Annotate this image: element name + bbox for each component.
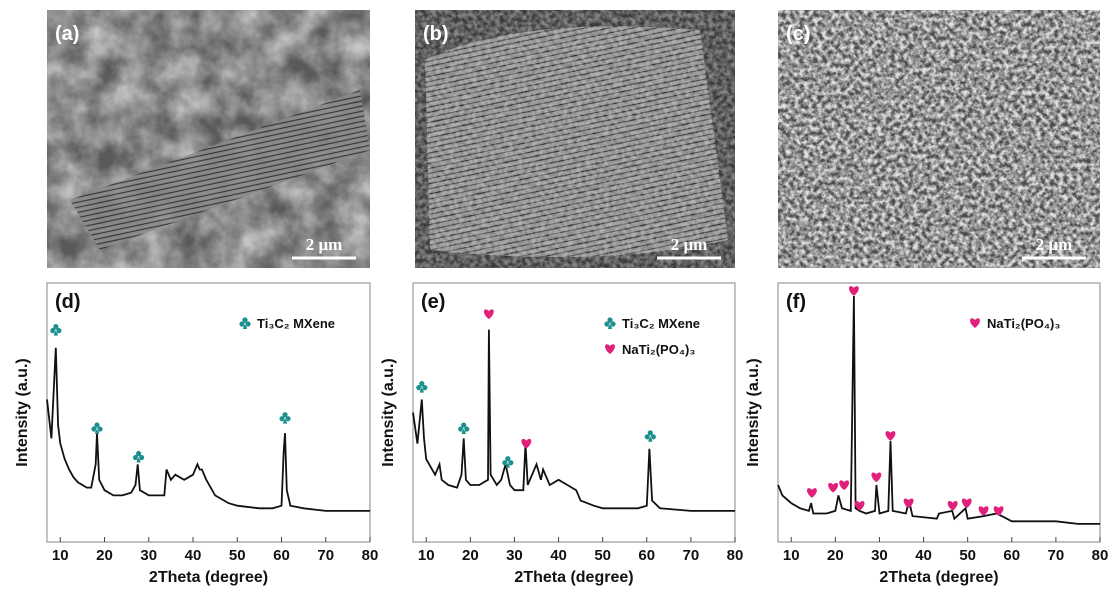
peak-marker xyxy=(839,480,849,490)
x-tick-label: 70 xyxy=(1048,547,1065,564)
legend-symbol xyxy=(604,317,615,329)
legend-symbol xyxy=(970,318,980,328)
peak-marker xyxy=(979,506,989,516)
x-tick-label: 30 xyxy=(140,547,157,564)
x-tick-label: 10 xyxy=(418,547,435,564)
peak-marker xyxy=(502,456,513,468)
x-tick-label: 40 xyxy=(550,547,567,564)
x-tick-label: 40 xyxy=(185,547,202,564)
y-axis-label: Intensity (a.u.) xyxy=(380,358,397,466)
panel-label: (f) xyxy=(786,291,806,313)
panel-label: (d) xyxy=(55,291,81,313)
scale-bar-label: 2 μm xyxy=(671,235,708,254)
x-tick-label: 30 xyxy=(871,547,888,564)
legend-label: Ti₃C₂ MXene xyxy=(257,316,335,331)
x-tick-label: 50 xyxy=(959,547,976,564)
peak-marker xyxy=(645,430,656,442)
x-tick-label: 70 xyxy=(317,547,334,564)
peak-marker xyxy=(948,501,958,511)
x-axis-label: 2Theta (degree) xyxy=(149,569,268,586)
legend-symbol xyxy=(605,344,615,354)
x-tick-label: 60 xyxy=(638,547,655,564)
peak-marker xyxy=(521,439,531,449)
peak-marker xyxy=(416,381,427,393)
x-axis-label: 2Theta (degree) xyxy=(879,569,998,586)
x-tick-label: 20 xyxy=(827,547,844,564)
legend-label: NaTi₂(PO₄)₃ xyxy=(987,316,1060,331)
panel-label: (e) xyxy=(421,291,445,313)
legend-label: Ti₃C₂ MXene xyxy=(622,316,700,331)
peak-marker xyxy=(886,431,896,441)
x-tick-label: 80 xyxy=(1092,547,1109,564)
peak-marker xyxy=(484,309,494,319)
x-tick-label: 60 xyxy=(1003,547,1020,564)
sem-image-b xyxy=(415,10,735,268)
figure: (a) 2 μm (b) 2 μm (c) 2 μm (d) 10 20 30 40 50 60 70 80… xyxy=(0,0,1113,594)
x-tick-label: 50 xyxy=(229,547,246,564)
peak-marker xyxy=(279,412,290,424)
sem-image-a xyxy=(47,10,370,268)
x-tick-label: 10 xyxy=(52,547,69,564)
peak-marker xyxy=(50,324,61,336)
panel-label: (b) xyxy=(423,23,449,45)
legend-symbol xyxy=(239,317,250,329)
sem-image-c xyxy=(778,10,1100,268)
legend-label: NaTi₂(PO₄)₃ xyxy=(622,342,695,357)
peak-marker xyxy=(458,422,469,434)
peak-marker xyxy=(133,451,144,463)
x-tick-label: 30 xyxy=(506,547,523,564)
x-tick-label: 80 xyxy=(362,547,379,564)
x-axis-label: 2Theta (degree) xyxy=(514,569,633,586)
peak-marker xyxy=(904,498,914,508)
x-tick-label: 20 xyxy=(462,547,479,564)
peak-marker xyxy=(849,286,859,296)
peak-marker xyxy=(828,483,838,493)
peak-marker xyxy=(871,473,881,483)
x-tick-label: 80 xyxy=(727,547,744,564)
scale-bar-label: 2 μm xyxy=(1036,235,1073,254)
peak-marker xyxy=(962,498,972,508)
panel-label: (a) xyxy=(55,23,79,45)
peak-marker xyxy=(807,488,817,498)
x-tick-label: 40 xyxy=(915,547,932,564)
y-axis-label: Intensity (a.u.) xyxy=(14,358,31,466)
scale-bar-label: 2 μm xyxy=(306,235,343,254)
x-tick-label: 60 xyxy=(273,547,290,564)
x-tick-label: 20 xyxy=(96,547,113,564)
x-tick-label: 10 xyxy=(783,547,800,564)
x-tick-label: 70 xyxy=(683,547,700,564)
panel-label: (c) xyxy=(786,23,810,45)
x-tick-label: 50 xyxy=(594,547,611,564)
y-axis-label: Intensity (a.u.) xyxy=(745,358,762,466)
peak-marker xyxy=(91,422,102,434)
